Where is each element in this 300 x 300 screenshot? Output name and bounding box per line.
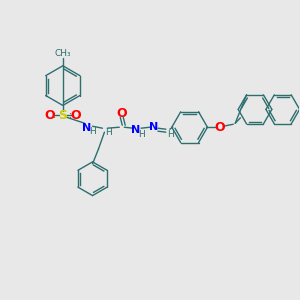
Text: H: H (138, 130, 145, 139)
Text: O: O (70, 109, 81, 122)
Text: :: : (69, 110, 72, 120)
Text: O: O (214, 121, 225, 134)
Text: N: N (82, 123, 91, 133)
Text: O: O (45, 109, 55, 122)
Text: N: N (130, 125, 140, 135)
Text: N: N (149, 122, 159, 132)
Text: O: O (116, 107, 127, 120)
Text: H: H (105, 128, 112, 137)
Text: H: H (167, 130, 174, 139)
Text: H: H (89, 127, 96, 136)
Text: CH₃: CH₃ (55, 50, 71, 58)
Text: :: : (53, 110, 56, 120)
Text: S: S (58, 109, 67, 122)
